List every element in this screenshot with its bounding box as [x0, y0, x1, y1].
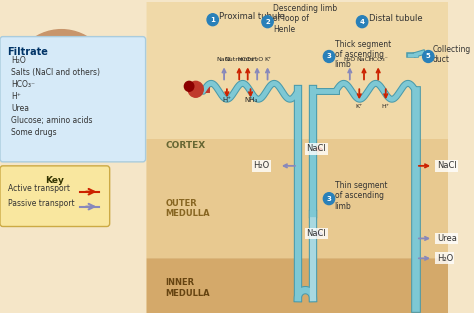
FancyBboxPatch shape — [0, 166, 109, 227]
Text: H⁺: H⁺ — [11, 92, 21, 101]
Text: NaCl: NaCl — [217, 58, 231, 63]
Text: Descending limb
of loop of
Henle: Descending limb of loop of Henle — [273, 4, 337, 33]
Text: NaCl: NaCl — [306, 229, 326, 238]
FancyBboxPatch shape — [146, 2, 448, 313]
Circle shape — [184, 81, 194, 91]
Text: Thin segment
of ascending
limb: Thin segment of ascending limb — [335, 181, 387, 211]
Circle shape — [423, 50, 434, 63]
Text: Urea: Urea — [11, 104, 29, 113]
FancyBboxPatch shape — [0, 37, 146, 162]
Text: Key: Key — [46, 176, 64, 185]
Text: H₂O: H₂O — [251, 58, 263, 63]
Text: HCO₃⁻: HCO₃⁻ — [11, 80, 36, 89]
Text: Distal tubule: Distal tubule — [369, 14, 422, 23]
Text: NaCl: NaCl — [356, 58, 371, 63]
Circle shape — [262, 16, 273, 28]
Text: INNER
MEDULLA: INNER MEDULLA — [165, 279, 210, 298]
Text: HCO₃⁻: HCO₃⁻ — [238, 58, 258, 63]
Circle shape — [323, 193, 335, 205]
FancyBboxPatch shape — [146, 139, 448, 258]
Text: Some drugs: Some drugs — [11, 128, 57, 137]
Text: Nutrients: Nutrients — [225, 58, 254, 63]
Circle shape — [32, 49, 104, 124]
FancyBboxPatch shape — [146, 258, 448, 313]
Text: H⁺: H⁺ — [382, 104, 390, 109]
Text: Thick segment
of ascending
limb: Thick segment of ascending limb — [335, 40, 391, 69]
Text: NaCl: NaCl — [437, 162, 456, 170]
Text: OUTER
MEDULLA: OUTER MEDULLA — [165, 199, 210, 218]
Text: 1: 1 — [210, 17, 215, 23]
Text: H₂O: H₂O — [253, 162, 269, 170]
Text: H₂O: H₂O — [11, 56, 26, 65]
Text: NH₃: NH₃ — [244, 97, 257, 103]
Text: CORTEX: CORTEX — [165, 141, 206, 151]
Text: Proximal tubule: Proximal tubule — [219, 12, 285, 21]
Text: 3: 3 — [327, 196, 331, 202]
Circle shape — [57, 66, 94, 106]
Text: 5: 5 — [426, 54, 431, 59]
Text: H⁺: H⁺ — [222, 97, 231, 103]
Text: 3: 3 — [327, 54, 331, 59]
Text: 4: 4 — [360, 19, 365, 25]
Circle shape — [207, 14, 219, 26]
Circle shape — [188, 81, 203, 97]
Text: HCO₃⁻: HCO₃⁻ — [368, 58, 388, 63]
Text: NaCl: NaCl — [306, 145, 326, 153]
Circle shape — [9, 30, 113, 139]
Text: Glucose; amino acids: Glucose; amino acids — [11, 116, 93, 125]
Text: Collecting
duct: Collecting duct — [433, 45, 471, 64]
Text: 2: 2 — [265, 19, 270, 25]
Text: Urea: Urea — [437, 234, 456, 243]
Text: K⁺: K⁺ — [356, 104, 363, 109]
Text: Passive transport: Passive transport — [8, 199, 74, 208]
Circle shape — [356, 16, 368, 28]
Text: H₂O: H₂O — [437, 254, 453, 263]
Circle shape — [323, 50, 335, 63]
Text: Filtrate: Filtrate — [8, 47, 48, 57]
Text: K⁺: K⁺ — [264, 58, 271, 63]
Text: Salts (NaCl and others): Salts (NaCl and others) — [11, 69, 100, 77]
Text: Active transport: Active transport — [8, 184, 70, 193]
Text: H₂O: H₂O — [344, 58, 356, 63]
